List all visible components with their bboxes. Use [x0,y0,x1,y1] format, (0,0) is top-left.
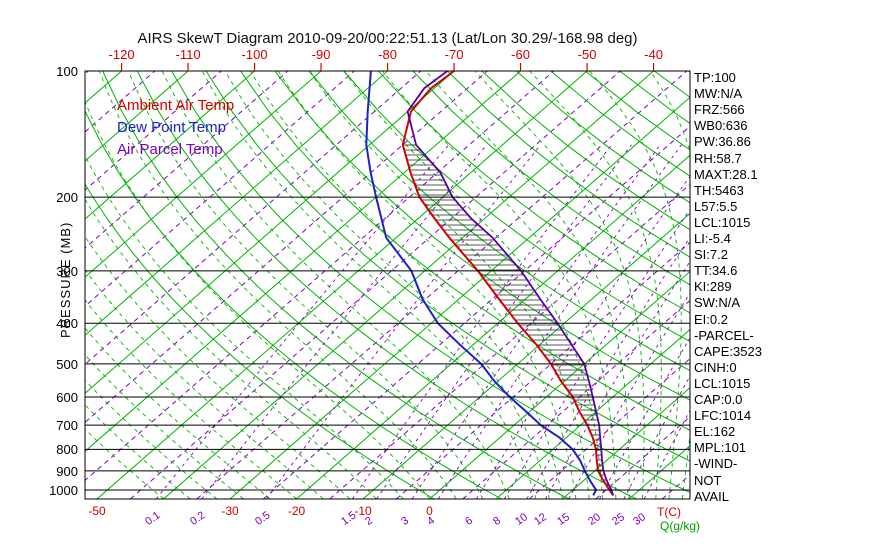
stat-item: SI:7.2 [694,247,728,263]
top-temp-tick: -60 [511,47,530,62]
stat-item: NOT [694,472,722,488]
top-temp-tick: -100 [241,47,268,62]
bottom-temp-tick: -20 [287,504,306,518]
pressure-tick: 1000 [49,483,78,498]
stat-item: TP:100 [694,70,736,85]
top-temp-tick: -90 [311,47,331,62]
top-temp-tick: -70 [444,47,464,62]
stat-item: CAPE:3523 [694,343,762,359]
stat-item: AVAIL [694,488,729,504]
stat-item: LCL:1015 [694,375,751,391]
stat-item: FRZ:566 [694,102,745,118]
pressure-tick: 600 [56,390,78,406]
mixing-unit-label: Q(g/kg) [660,519,701,533]
bottom-temp-tick: -10 [354,504,372,518]
stat-item: PW:36.86 [694,134,751,150]
stat-item: -WIND- [694,456,738,472]
stat-item: SW:N/A [694,295,740,311]
stat-item: LCL:1015 [694,214,751,230]
pressure-tick: 900 [56,463,78,479]
stat-item: MW:N/A [694,86,743,102]
stat-item: MPL:101 [694,440,747,456]
stat-item: LFC:1014 [694,408,752,424]
bottom-temp-tick: -30 [221,504,239,518]
pressure-tick: 400 [56,316,78,332]
stat-item: WB0:636 [694,118,748,134]
pressure-tick: 300 [56,263,78,279]
legend-dew-point-temp: Dew Point Temp [117,119,226,136]
stat-item: KI:289 [694,279,732,295]
stat-item: MAXT:28.1 [694,166,758,182]
bottom-temp-tick: 0 [426,504,433,518]
top-temp-tick: -120 [108,47,135,62]
bottom-temp-tick: -50 [88,504,106,518]
stat-item: -PARCEL- [694,327,754,343]
stat-item: CAP:0.0 [694,392,743,407]
top-temp-tick: -40 [644,47,663,62]
stat-item: EL:162 [694,424,736,440]
stat-item: LI:-5.4 [694,231,731,246]
stat-item: TH:5463 [694,182,744,198]
pressure-tick: 200 [56,190,78,206]
pressure-tick: 100 [56,64,78,79]
legend-air-parcel-temp: Air Parcel Temp [117,141,223,158]
stat-item: EI:0.2 [694,311,728,327]
stat-item: CINH:0 [694,359,737,375]
legend: Ambient Air Temp Dew Point Temp Air Parc… [117,95,234,161]
pressure-tick: 500 [56,356,78,372]
stat-item: RH:58.7 [694,150,742,166]
stat-item: L57:5.5 [694,198,738,214]
legend-ambient-air-temp: Ambient Air Temp [117,97,235,114]
stat-item: TT:34.6 [694,263,738,279]
pressure-tick: 700 [56,418,78,434]
top-temp-tick: -50 [577,47,597,62]
top-temp-tick: -80 [378,47,397,62]
top-temp-tick: -110 [175,47,201,62]
chart-title: AIRS SkewT Diagram 2010-09-20/00:22:51.1… [137,30,638,47]
pressure-tick: 800 [56,442,78,458]
temp-unit-label: T(C) [657,505,681,519]
